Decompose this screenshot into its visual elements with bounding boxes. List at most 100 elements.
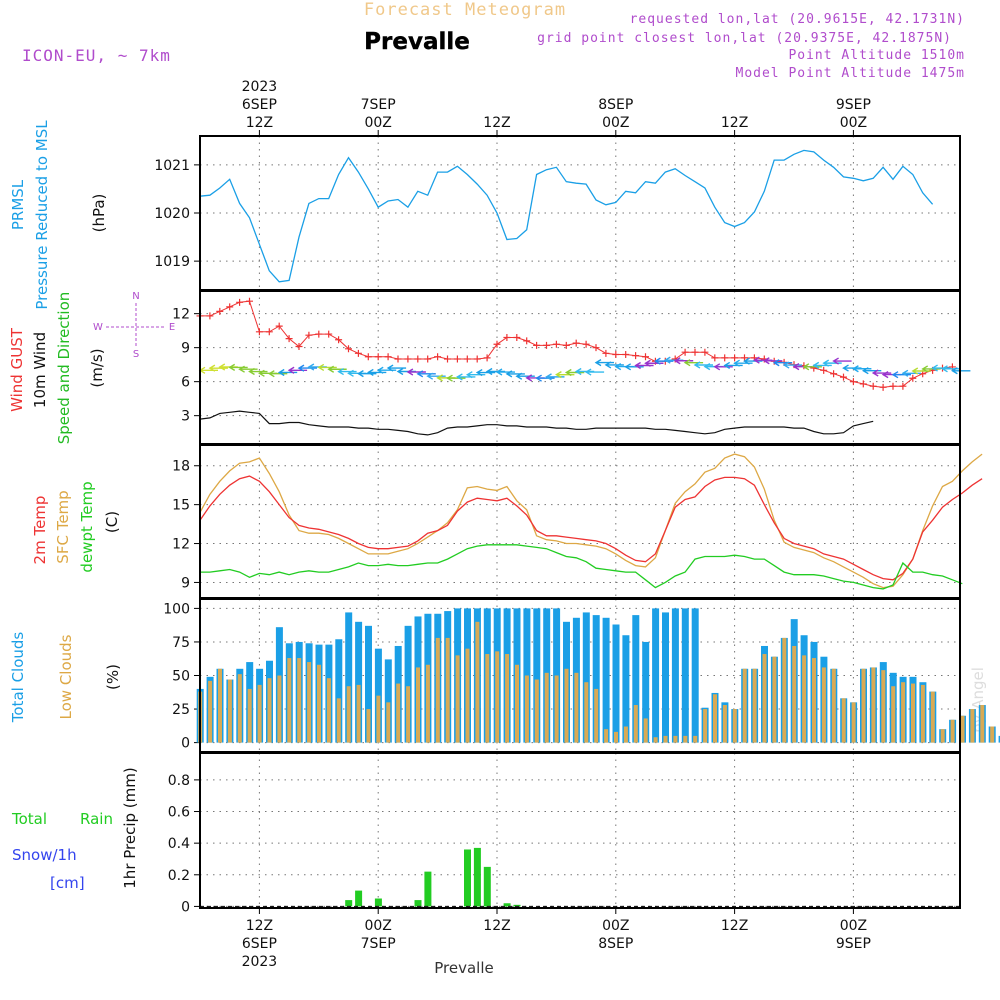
gust-point — [830, 370, 838, 378]
grid-point-coords: grid point closest lon,lat (20.9375E, 42… — [537, 31, 952, 46]
low-cloud-bar — [851, 702, 856, 743]
gust-point — [859, 380, 867, 388]
top-time-label: 7SEP — [361, 97, 396, 113]
clouds-chart: 0 25 50 75 100 — [163, 598, 1000, 753]
wind-direction-arrow — [693, 361, 713, 369]
bottom-time-label: 2023 — [242, 954, 278, 970]
y-tick-label: 9 — [181, 341, 190, 357]
low-cloud-bar — [713, 694, 717, 743]
wind-direction-arrow — [287, 366, 308, 374]
bottom-time-label: 6SEP — [242, 936, 277, 952]
low-cloud-bar — [821, 667, 826, 743]
y-tick-label: 25 — [172, 702, 190, 718]
low-cloud-bar — [435, 637, 440, 743]
total-cloud-bar — [355, 621, 363, 743]
wind-direction-arrow — [228, 363, 248, 371]
gust-point — [354, 349, 362, 357]
low-cloud-bar — [970, 709, 975, 743]
gust-point — [731, 354, 739, 362]
bottom-time-label: 12Z — [483, 918, 510, 934]
wind-direction-arrow — [446, 374, 466, 382]
y-tick-label: 15 — [172, 498, 190, 514]
low-cloud-bar — [495, 651, 500, 743]
gust-point — [345, 345, 352, 353]
bottom-time-label: 7SEP — [361, 936, 396, 952]
low-cloud-bar — [287, 658, 292, 743]
low-cloud-bar — [416, 667, 420, 743]
low-cloud-bar — [376, 695, 381, 743]
low-cloud-bar — [653, 737, 658, 743]
wind-direction-arrow — [406, 368, 426, 376]
panel-frame — [199, 444, 961, 599]
low-cloud-bar — [584, 682, 589, 743]
low-cloud-bar — [960, 715, 965, 743]
wind-direction-arrow — [733, 359, 753, 367]
wind-gust-label: Wind GUST — [8, 327, 26, 412]
low-cloud-bar — [465, 648, 470, 743]
low-cloud-bar — [386, 702, 391, 743]
top-title: Forecast Meteogram — [364, 0, 566, 20]
low-cloud-bar — [336, 698, 341, 743]
low-cloud-bar — [812, 658, 816, 743]
low-cloud-bar — [871, 667, 876, 743]
total-cloud-bar — [652, 608, 660, 743]
low-cloud-bar — [237, 674, 242, 743]
gust-point — [562, 341, 570, 349]
wind-direction-arrow — [852, 365, 872, 373]
low-cloud-bar — [475, 621, 480, 743]
wind-direction-arrow — [931, 364, 951, 372]
low-cloud-bar — [406, 686, 411, 743]
clouds-panel: Total Clouds Low Clouds (%) by Angel 025… — [9, 598, 1000, 753]
bottom-time-label: 00Z — [840, 918, 867, 934]
wind-direction-arrow — [515, 372, 535, 380]
low-cloud-bar — [861, 668, 866, 743]
low-cloud-bar — [257, 684, 262, 743]
compass-w: W — [93, 322, 103, 333]
total-cloud-bar — [404, 625, 412, 743]
wind-direction-arrow — [762, 357, 783, 365]
low-cloud-bar — [881, 670, 886, 743]
total-cloud-bar — [365, 625, 372, 743]
rain-bar — [355, 890, 363, 907]
low-cloud-bar — [643, 718, 648, 743]
gust-point — [642, 353, 649, 361]
gust-point — [325, 330, 333, 338]
bottom-time-label: 00Z — [364, 918, 391, 934]
temp-2m-line — [199, 475, 983, 581]
total-cloud-bar — [691, 608, 699, 743]
total-cloud-bar — [345, 612, 353, 743]
rain-bar — [503, 903, 511, 907]
low-cloud-bar — [703, 709, 708, 743]
rain-bar — [414, 900, 422, 907]
low-cloud-bar — [911, 683, 915, 743]
wind-direction-arrow — [248, 367, 268, 376]
total-cloud-bar — [602, 617, 610, 743]
gust-point — [849, 378, 857, 386]
sfc-temp-line — [199, 453, 983, 589]
wind-direction-arrow — [604, 361, 624, 369]
gust-point — [275, 322, 283, 330]
gust-point — [632, 352, 640, 360]
low-cloud-bar — [445, 637, 450, 743]
gust-point — [840, 373, 847, 381]
y-tick-label: 75 — [172, 635, 190, 651]
compass-s: S — [133, 349, 139, 360]
low-cloud-bar — [831, 668, 836, 743]
temperature-panel: 2m Temp SFC Temp dewpt Temp (C) 9 12 15 18 — [31, 444, 983, 599]
panel-frame — [199, 135, 961, 291]
total-cloud-bar — [592, 615, 600, 743]
gust-point — [889, 382, 897, 390]
top-time-label: 8SEP — [598, 97, 633, 113]
gust-point — [453, 355, 461, 363]
low-cloud-bar — [762, 654, 767, 743]
wind-direction-arrow — [555, 371, 575, 379]
low-cloud-bar — [950, 719, 955, 743]
wind-direction-arrow — [713, 363, 733, 371]
gust-point — [394, 355, 402, 363]
temperature-chart: 9 12 15 18 — [172, 444, 983, 599]
model-label: ICON-EU, ~ 7km — [22, 46, 171, 65]
precip-chart: 0 0.2 0.4 0.6 0.8 — [168, 752, 961, 915]
low-cloud-bar — [544, 672, 549, 743]
gust-point — [523, 337, 531, 345]
low-cloud-bar — [920, 684, 925, 743]
